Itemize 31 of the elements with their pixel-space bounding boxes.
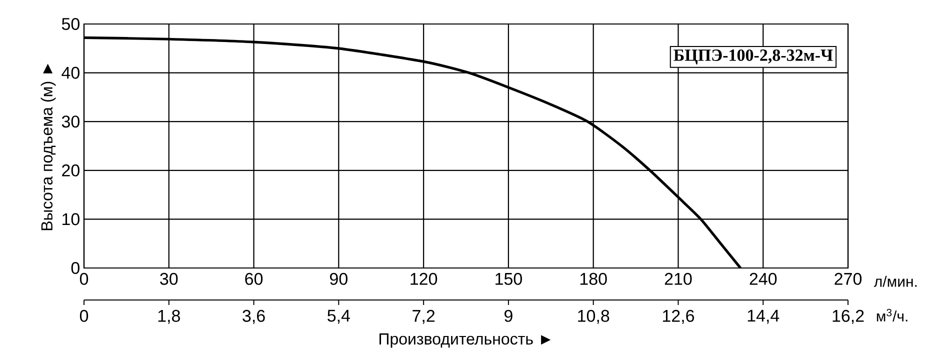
x2-tick-label: 7,2 (412, 310, 435, 324)
x-tick-label: 240 (750, 272, 777, 285)
y-tick-label: 50 (62, 18, 80, 30)
x-tick-label: 180 (580, 272, 607, 285)
y-axis-title: Высота подъема (м) ► (40, 64, 56, 230)
x-tick-label: 120 (410, 272, 438, 285)
y-tick-label: 30 (62, 116, 80, 128)
text: л/мин. (874, 276, 917, 287)
x-tick-label: 30 (160, 272, 178, 285)
y-tick-label: 40 (62, 66, 80, 79)
x-tick-label: 90 (330, 272, 348, 285)
x2-tick-label: 14,4 (748, 310, 780, 324)
x2-tick-label: 16,2 (832, 310, 864, 324)
y-tick-label: 20 (62, 164, 80, 176)
x2-tick-label: 1,8 (158, 310, 180, 324)
y-tick-label: 0 (71, 262, 80, 274)
text: м$^{3}$/ч. (876, 308, 908, 322)
x-axis-title: Производительность ► (380, 333, 551, 348)
x2-tick-label: 5,4 (328, 310, 350, 324)
x-tick-label: 150 (496, 272, 522, 285)
x-tick-label: 210 (664, 272, 692, 285)
x2-tick-label: 0 (80, 310, 88, 322)
x2-tick-label: 12,6 (662, 310, 694, 324)
annotation: БЦПЭ-100-2,8-32м-Ч (674, 49, 833, 64)
x2-tick-label: 10,8 (578, 310, 610, 324)
x2-tick-label: 3,6 (242, 310, 265, 324)
x-tick-label: 270 (834, 272, 862, 285)
y-tick-label: 10 (62, 213, 80, 226)
x-tick-label: 60 (245, 272, 263, 285)
x2-tick-label: 9 (504, 310, 512, 322)
x-tick-label: 0 (80, 272, 88, 285)
